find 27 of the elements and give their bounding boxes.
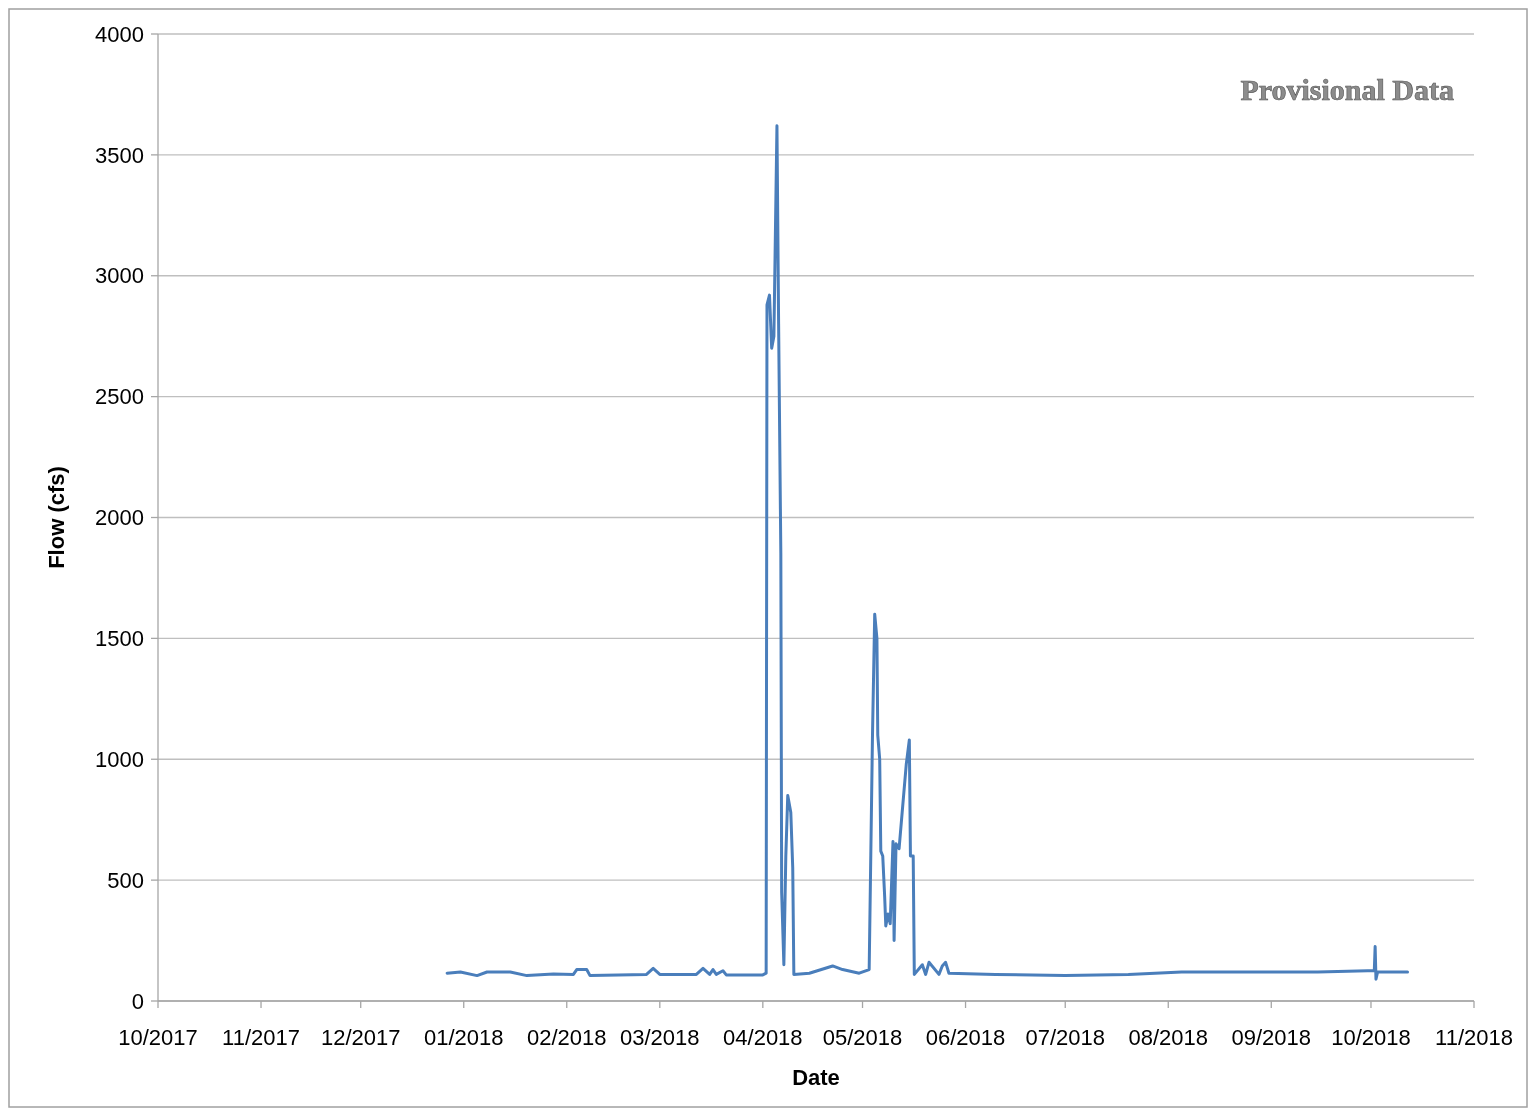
- x-tick-label: 10/2017: [118, 1025, 198, 1050]
- x-tick-label: 11/2017: [222, 1025, 300, 1050]
- y-tick-label: 1500: [95, 626, 144, 652]
- x-tick-label: 08/2018: [1128, 1025, 1209, 1050]
- annotation: Provisional Data: [1240, 73, 1454, 106]
- y-tick-label: 3500: [95, 142, 144, 168]
- y-tick-label: 3000: [95, 263, 144, 289]
- x-tick-label: 03/2018: [620, 1025, 700, 1050]
- y-tick-label: 4000: [95, 21, 144, 47]
- line-series: [445, 124, 1410, 981]
- x-tick-label: 07/2018: [1025, 1025, 1106, 1050]
- x-tick-label: 11/2018: [1435, 1025, 1513, 1050]
- x-tick-label: 01/2018: [423, 1025, 504, 1050]
- x-axis-title: Date: [792, 1065, 840, 1090]
- y-tick-label: 1000: [95, 746, 144, 772]
- x-tick-label: 09/2018: [1231, 1025, 1312, 1050]
- y-tick-label: 2500: [95, 384, 144, 410]
- y-axis-title: Flow (cfs): [44, 466, 69, 569]
- x-tick-label: 02/2018: [526, 1025, 607, 1050]
- x-tick-label: 10/2018: [1331, 1025, 1411, 1050]
- y-tick-label: 500: [107, 867, 144, 893]
- x-tick-label: 12/2017: [320, 1025, 401, 1050]
- x-tick-label: 06/2018: [925, 1025, 1006, 1050]
- x-tick-label: 05/2018: [822, 1025, 903, 1050]
- y-tick-label: 2000: [95, 505, 144, 531]
- x-tick-label: 04/2018: [723, 1025, 803, 1050]
- y-tick-label: 0: [131, 988, 144, 1014]
